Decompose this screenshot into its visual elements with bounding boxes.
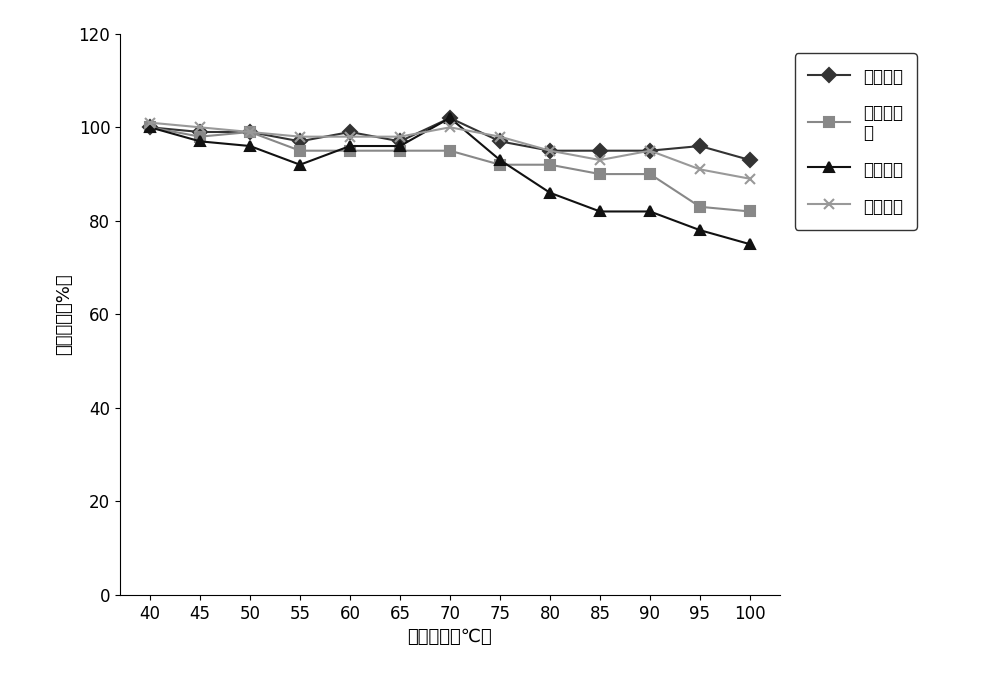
甘露聚糖
酶: [244, 128, 256, 136]
葡聚糖酶: [144, 123, 156, 131]
葡聚糖酶: [394, 142, 406, 150]
纤维素酶: [344, 132, 356, 141]
纤维素酶: [594, 156, 606, 164]
木聚糖酶: [244, 128, 256, 136]
纤维素酶: [544, 147, 556, 155]
木聚糖酶: [394, 137, 406, 145]
甘露聚糖
酶: [344, 147, 356, 155]
木聚糖酶: [594, 147, 606, 155]
木聚糖酶: [644, 147, 656, 155]
X-axis label: 制粒温度（℃）: 制粒温度（℃）: [408, 628, 492, 646]
纤维素酶: [394, 132, 406, 141]
Line: 葡聚糖酶: 葡聚糖酶: [145, 113, 755, 249]
纤维素酶: [494, 132, 506, 141]
纤维素酶: [144, 118, 156, 126]
甘露聚糖
酶: [144, 123, 156, 131]
木聚糖酶: [544, 147, 556, 155]
Line: 木聚糖酶: 木聚糖酶: [145, 113, 755, 165]
葡聚糖酶: [694, 226, 706, 235]
纤维素酶: [444, 123, 456, 131]
甘露聚糖
酶: [494, 161, 506, 169]
木聚糖酶: [694, 142, 706, 150]
纤维素酶: [244, 128, 256, 136]
葡聚糖酶: [194, 137, 206, 145]
木聚糖酶: [494, 137, 506, 145]
Y-axis label: 相对酶活（%）: 相对酶活（%）: [55, 274, 73, 355]
纤维素酶: [694, 166, 706, 174]
葡聚糖酶: [344, 142, 356, 150]
木聚糖酶: [444, 114, 456, 122]
葡聚糖酶: [494, 156, 506, 164]
葡聚糖酶: [244, 142, 256, 150]
甘露聚糖
酶: [544, 161, 556, 169]
甘露聚糖
酶: [194, 132, 206, 141]
葡聚糖酶: [744, 240, 756, 248]
纤维素酶: [194, 123, 206, 131]
甘露聚糖
酶: [694, 203, 706, 211]
甘露聚糖
酶: [744, 208, 756, 216]
甘露聚糖
酶: [294, 147, 306, 155]
甘露聚糖
酶: [444, 147, 456, 155]
木聚糖酶: [294, 137, 306, 145]
葡聚糖酶: [644, 208, 656, 216]
甘露聚糖
酶: [594, 170, 606, 178]
葡聚糖酶: [594, 208, 606, 216]
甘露聚糖
酶: [394, 147, 406, 155]
纤维素酶: [744, 174, 756, 183]
木聚糖酶: [144, 123, 156, 131]
Line: 甘露聚糖
酶: 甘露聚糖 酶: [145, 122, 755, 216]
葡聚糖酶: [294, 161, 306, 169]
木聚糖酶: [744, 156, 756, 164]
木聚糖酶: [194, 128, 206, 136]
Line: 纤维素酶: 纤维素酶: [145, 118, 755, 184]
甘露聚糖
酶: [644, 170, 656, 178]
Legend: 木聚糖酶, 甘露聚糖
酶, 葡聚糖酶, 纤维素酶: 木聚糖酶, 甘露聚糖 酶, 葡聚糖酶, 纤维素酶: [795, 53, 917, 230]
葡聚糖酶: [444, 114, 456, 122]
木聚糖酶: [344, 128, 356, 136]
纤维素酶: [644, 147, 656, 155]
纤维素酶: [294, 132, 306, 141]
葡聚糖酶: [544, 189, 556, 197]
